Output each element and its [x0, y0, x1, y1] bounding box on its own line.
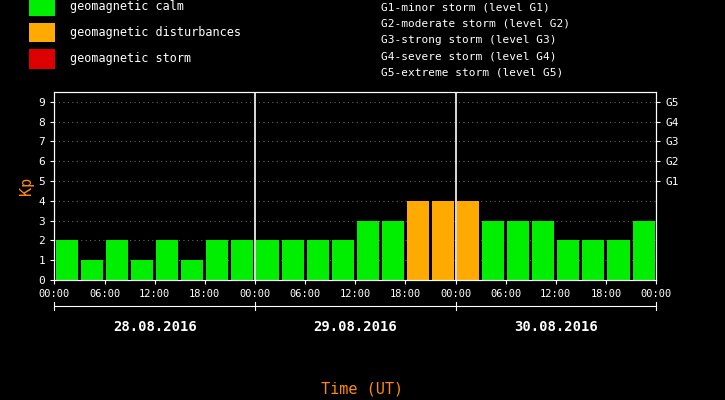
Y-axis label: Kp: Kp — [20, 177, 34, 195]
Text: G5-extreme storm (level G5): G5-extreme storm (level G5) — [381, 68, 563, 78]
Text: G2-moderate storm (level G2): G2-moderate storm (level G2) — [381, 19, 570, 29]
Bar — [207, 240, 228, 280]
Bar — [432, 201, 454, 280]
Text: 30.08.2016: 30.08.2016 — [514, 320, 597, 334]
Bar — [582, 240, 605, 280]
Bar — [507, 221, 529, 280]
Text: G1-minor storm (level G1): G1-minor storm (level G1) — [381, 3, 550, 13]
FancyBboxPatch shape — [29, 0, 55, 16]
Bar — [482, 221, 504, 280]
Bar — [181, 260, 203, 280]
Bar — [231, 240, 254, 280]
Bar — [156, 240, 178, 280]
Text: geomagnetic calm: geomagnetic calm — [70, 0, 183, 13]
Bar — [56, 240, 78, 280]
Bar — [331, 240, 354, 280]
Bar — [457, 201, 479, 280]
Bar — [281, 240, 304, 280]
Text: 28.08.2016: 28.08.2016 — [113, 320, 196, 334]
Bar — [558, 240, 579, 280]
Text: geomagnetic disturbances: geomagnetic disturbances — [70, 26, 241, 39]
Bar — [307, 240, 328, 280]
Bar — [357, 221, 379, 280]
Bar — [532, 221, 555, 280]
FancyBboxPatch shape — [29, 23, 55, 42]
Bar — [257, 240, 278, 280]
Bar — [81, 260, 103, 280]
Bar — [632, 221, 655, 280]
Bar — [407, 201, 429, 280]
Bar — [608, 240, 629, 280]
Text: G3-strong storm (level G3): G3-strong storm (level G3) — [381, 35, 556, 45]
Text: G4-severe storm (level G4): G4-severe storm (level G4) — [381, 52, 556, 62]
Text: Time (UT): Time (UT) — [321, 381, 404, 396]
Bar — [382, 221, 404, 280]
Text: geomagnetic storm: geomagnetic storm — [70, 52, 191, 66]
Bar — [106, 240, 128, 280]
Bar — [131, 260, 153, 280]
Text: 29.08.2016: 29.08.2016 — [313, 320, 397, 334]
FancyBboxPatch shape — [29, 49, 55, 69]
